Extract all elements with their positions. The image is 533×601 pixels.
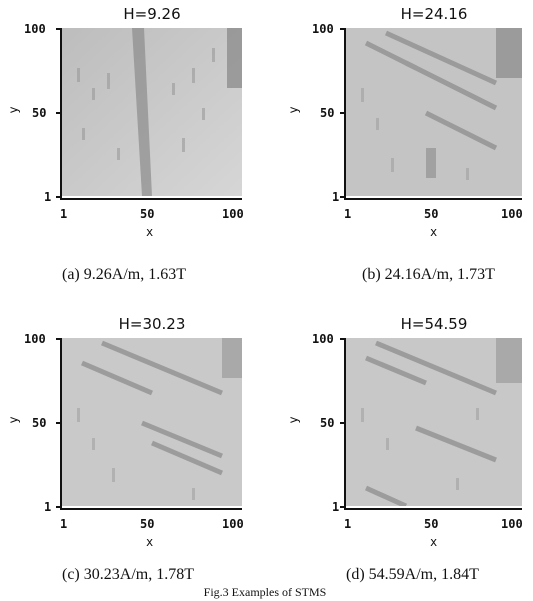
y-tick [56, 196, 62, 198]
y-axis-label: y [286, 106, 301, 114]
x-axis-label: x [430, 225, 438, 239]
y-axis [344, 28, 346, 200]
x-tick-label: 1 [60, 207, 68, 221]
y-tick [56, 28, 62, 30]
x-tick-label: 50 [140, 207, 155, 221]
y-axis-label: y [6, 106, 21, 114]
y-axis-label: y [6, 416, 21, 424]
y-tick-label: 50 [32, 416, 47, 430]
x-tick-label: 50 [424, 207, 439, 221]
y-tick-label: 100 [24, 22, 46, 36]
y-tick-label: 50 [320, 106, 335, 120]
panel-title: H=30.23 [118, 315, 186, 333]
y-tick-label: 50 [32, 106, 47, 120]
y-axis [60, 28, 62, 200]
y-axis [60, 338, 62, 510]
domain-pattern [62, 338, 242, 506]
panel-a: H=9.26 100 50 1 y 1 50 [0, 0, 266, 290]
panel-d: H=54.59 100 50 1 y 1 50 100 x (d) 54.59A… [266, 310, 533, 600]
x-tick-label: 1 [344, 517, 352, 531]
panel-title: H=54.59 [400, 315, 468, 333]
panel-title: H=24.16 [400, 5, 468, 23]
x-tick-label: 1 [60, 517, 68, 531]
panel-title: H=9.26 [123, 5, 181, 23]
y-tick [340, 338, 346, 340]
domain-image [62, 338, 242, 506]
y-tick [340, 112, 346, 114]
domain-image [62, 28, 242, 196]
y-tick [56, 506, 62, 508]
y-tick-label: 100 [312, 22, 334, 36]
y-tick-label: 1 [332, 190, 340, 204]
y-axis-label: y [286, 416, 301, 424]
x-axis-label: x [146, 535, 154, 549]
domain-image [346, 28, 522, 196]
y-tick-label: 1 [44, 190, 52, 204]
x-tick-label: 50 [140, 517, 155, 531]
x-tick-label: 100 [222, 517, 244, 531]
domain-pattern [346, 28, 522, 196]
x-axis [344, 198, 522, 200]
x-axis [60, 198, 242, 200]
y-tick-label: 100 [24, 332, 46, 346]
x-axis [344, 508, 522, 510]
figure-caption: Fig.3 Examples of STMS [203, 585, 327, 599]
x-axis-label: x [146, 225, 154, 239]
y-tick-label: 1 [44, 500, 52, 514]
panel-caption: (c) 30.23A/m, 1.78T [62, 566, 194, 583]
x-tick-label: 50 [424, 517, 439, 531]
domain-image [346, 338, 522, 506]
x-tick-label: 100 [222, 207, 244, 221]
y-tick [56, 112, 62, 114]
y-tick [56, 338, 62, 340]
x-axis-label: x [430, 535, 438, 549]
y-tick-label: 1 [332, 500, 340, 514]
x-tick-label: 1 [344, 207, 352, 221]
domain-pattern [346, 338, 522, 506]
y-tick [340, 506, 346, 508]
x-tick-label: 100 [501, 207, 523, 221]
panel-caption: (b) 24.16A/m, 1.73T [362, 266, 495, 283]
y-tick [340, 196, 346, 198]
panel-c: H=30.23 100 50 1 y 1 50 100 x (c) 30.23A… [0, 310, 266, 600]
panel-caption: (d) 54.59A/m, 1.84T [346, 566, 479, 583]
x-axis [60, 508, 242, 510]
y-tick-label: 50 [320, 416, 335, 430]
y-axis [344, 338, 346, 510]
y-tick [340, 422, 346, 424]
y-tick [56, 422, 62, 424]
y-tick-label: 100 [312, 332, 334, 346]
y-tick [340, 28, 346, 30]
panel-b: H=24.16 100 50 1 y 1 50 100 x (b) 24.16A… [266, 0, 533, 290]
x-tick-label: 100 [501, 517, 523, 531]
panel-caption: (a) 9.26A/m, 1.63T [62, 266, 186, 283]
domain-pattern [62, 28, 242, 196]
